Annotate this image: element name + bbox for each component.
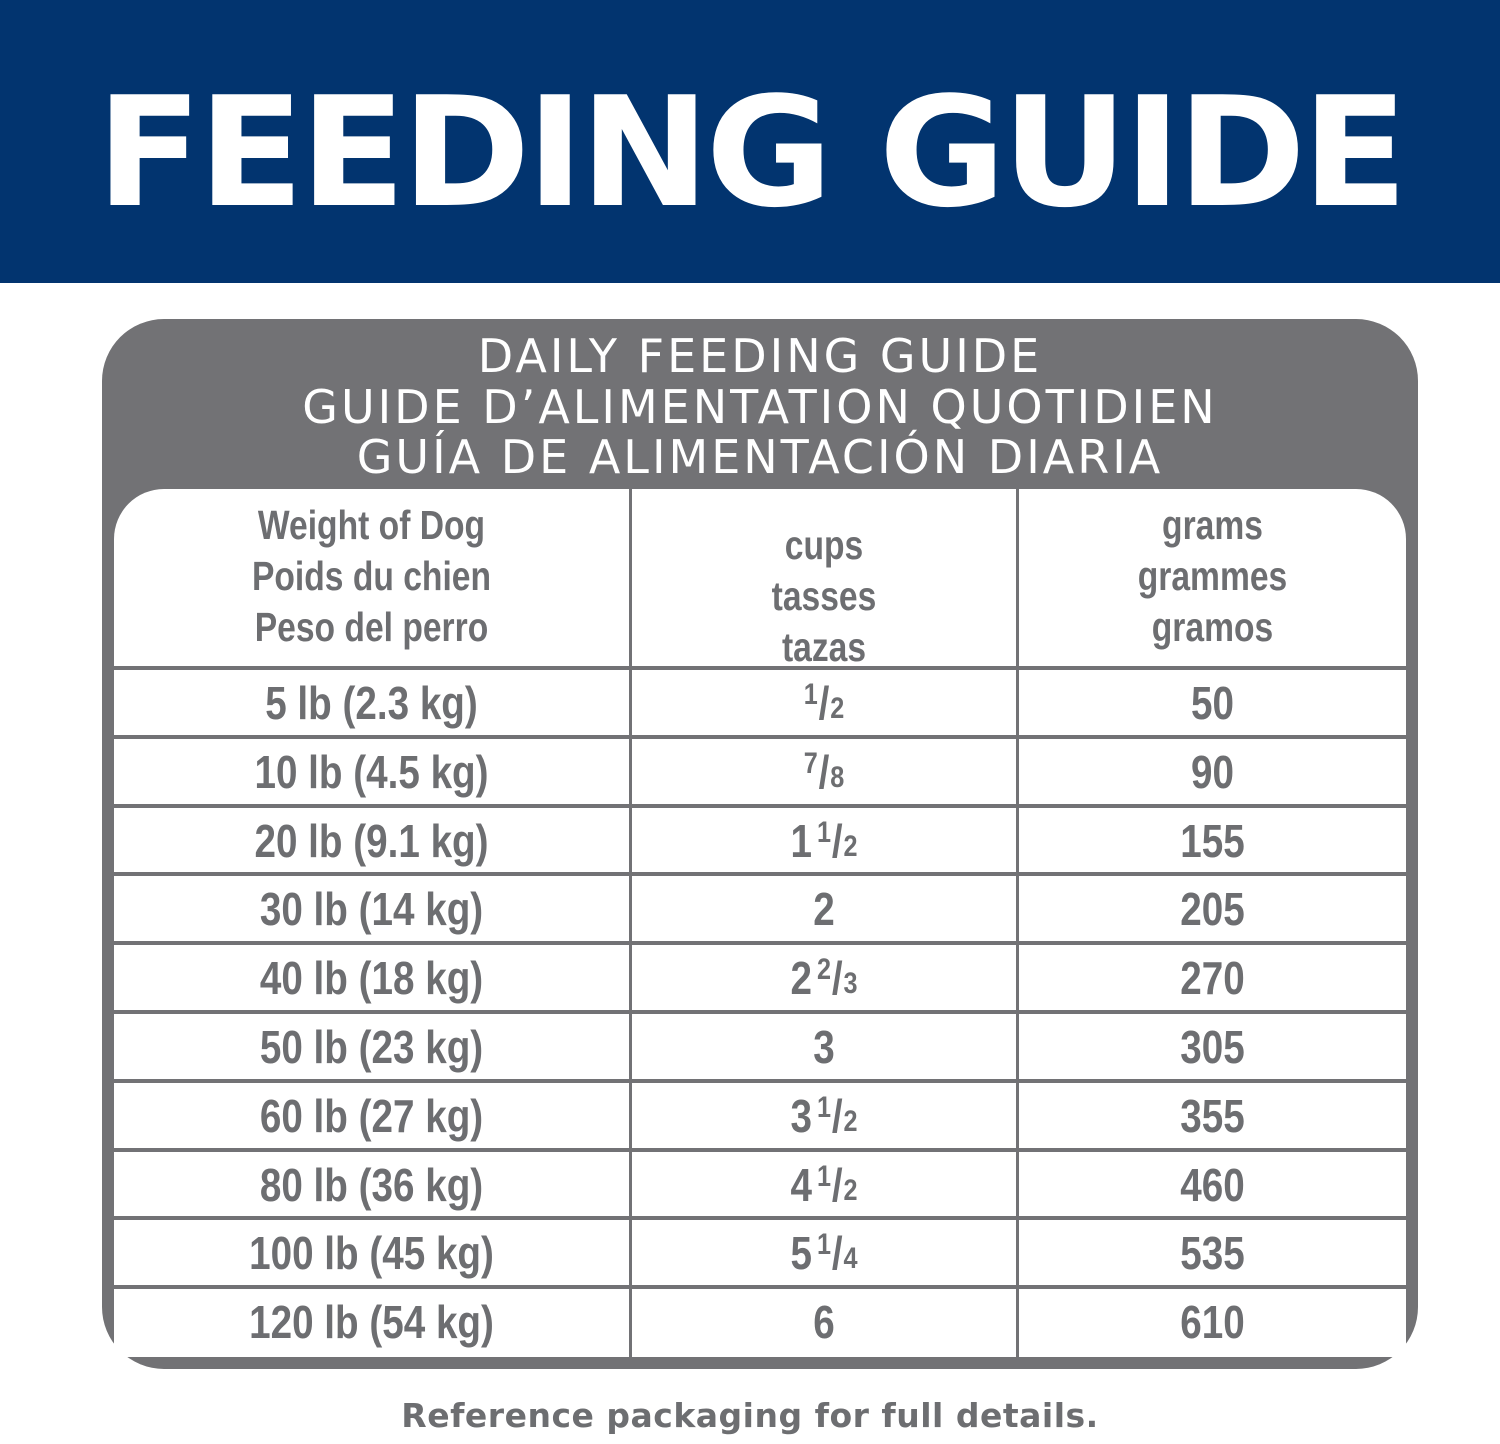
banner-title: FEEDING GUIDE [96,64,1408,241]
cups-whole: 2 [813,882,835,935]
fraction-slash: / [818,745,830,798]
row-divider [114,735,1406,739]
row-divider [114,1079,1406,1083]
cell-cups: 1/2 [663,670,986,735]
row-divider [114,941,1406,945]
row-divider [114,666,1406,670]
cups-numerator: 1 [817,1227,832,1261]
cups-numerator: 1 [803,677,818,711]
column-divider [1016,489,1019,1357]
cups-denominator: 3 [843,966,858,1000]
column-header-cups: cups tasses tazas [667,511,982,681]
cell-cups: 2 [663,876,986,941]
cell-grams: 90 [1191,745,1234,798]
cell-weight: 50 lb (23 kg) [259,1020,484,1073]
cups-denominator: 2 [843,1104,858,1138]
cell-cups: 7/8 [663,739,986,804]
header-line-fr: tasses [771,572,877,619]
cell-weight: 120 lb (54 kg) [249,1295,494,1348]
row-divider [114,1285,1406,1289]
footnote: Reference packaging for full details. [401,1396,1099,1435]
cell-weight: 5 lb (2.3 kg) [265,676,478,729]
panel-title-french: GUIDE D’ALIMENTATION QUOTIDIEN [302,379,1218,434]
cell-cups: 3 [663,1014,986,1079]
row-divider [114,804,1406,808]
fraction-slash: / [831,1089,843,1142]
cell-grams: 155 [1180,814,1245,867]
cell-grams: 355 [1180,1089,1245,1142]
cups-denominator: 2 [830,691,845,725]
cell-grams: 460 [1180,1158,1245,1211]
cell-weight: 30 lb (14 kg) [259,882,484,935]
cell-weight: 100 lb (45 kg) [249,1226,494,1279]
header-line-en: cups [784,521,864,568]
cell-weight: 40 lb (18 kg) [259,951,484,1004]
daily-feeding-guide-panel: DAILY FEEDING GUIDE GUIDE D’ALIMENTATION… [102,319,1418,1369]
cups-whole: 6 [813,1295,835,1348]
header-line-es: tazas [781,623,867,670]
header-line-fr: grammes [1137,552,1288,599]
cups-denominator: 4 [843,1241,858,1275]
header-line-fr: Poids du chien [251,552,492,599]
cups-numerator: 1 [817,1159,832,1193]
cups-numerator: 2 [817,952,832,986]
fraction-slash: / [831,951,843,1004]
cups-whole: 1 [790,814,813,867]
panel-title-spanish: GUÍA DE ALIMENTACIÓN DIARIA [356,430,1164,484]
cell-weight: 60 lb (27 kg) [259,1089,484,1142]
row-divider [114,1216,1406,1220]
column-divider [629,489,632,1357]
cups-denominator: 2 [843,1173,858,1207]
column-header-weight: Weight of Dog Poids du chien Peso del pe… [160,491,582,661]
row-divider [114,1148,1406,1152]
fraction-slash: / [831,1158,843,1211]
cups-numerator: 1 [817,1090,832,1124]
cell-cups: 1 1/2 [663,808,986,873]
cell-weight: 20 lb (9.1 kg) [254,814,489,867]
fraction-slash: / [831,1226,843,1279]
cell-grams: 205 [1180,882,1245,935]
column-header-grams: grams grammes gramos [1054,491,1371,661]
row-divider [114,1010,1406,1014]
cell-cups: 4 1/2 [663,1152,986,1217]
header-line-en: Weight of Dog [257,501,486,548]
cups-denominator: 8 [830,760,845,794]
cups-numerator: 7 [803,746,818,780]
cups-denominator: 2 [843,829,858,863]
cell-weight: 80 lb (36 kg) [259,1158,484,1211]
header-line-es: Peso del perro [254,603,489,650]
cups-whole: 3 [813,1020,835,1073]
cell-cups: 3 1/2 [663,1083,986,1148]
row-divider [114,872,1406,876]
fraction-slash: / [831,814,843,867]
header-line-es: gramos [1151,603,1274,650]
cell-grams: 305 [1180,1020,1245,1073]
cups-whole: 2 [790,951,813,1004]
header-line-en: grams [1162,501,1263,548]
fraction-slash: / [818,676,830,729]
feeding-guide-banner: FEEDING GUIDE [0,0,1500,283]
feeding-table: Weight of Dog Poids du chien Peso del pe… [114,489,1406,1357]
cell-weight: 10 lb (4.5 kg) [254,745,489,798]
cups-whole: 3 [790,1089,813,1142]
cups-whole: 5 [790,1226,813,1279]
panel-title: DAILY FEEDING GUIDE GUIDE D’ALIMENTATION… [102,331,1418,483]
cups-whole: 4 [790,1158,813,1211]
panel-title-english: DAILY FEEDING GUIDE [477,329,1043,383]
cell-grams: 50 [1191,676,1234,729]
cell-cups: 5 1/4 [663,1220,986,1285]
cell-grams: 270 [1180,951,1245,1004]
cell-cups: 2 2/3 [663,945,986,1010]
cell-grams: 610 [1180,1295,1245,1348]
cell-grams: 535 [1180,1226,1245,1279]
cell-cups: 6 [663,1289,986,1354]
cups-numerator: 1 [817,815,832,849]
